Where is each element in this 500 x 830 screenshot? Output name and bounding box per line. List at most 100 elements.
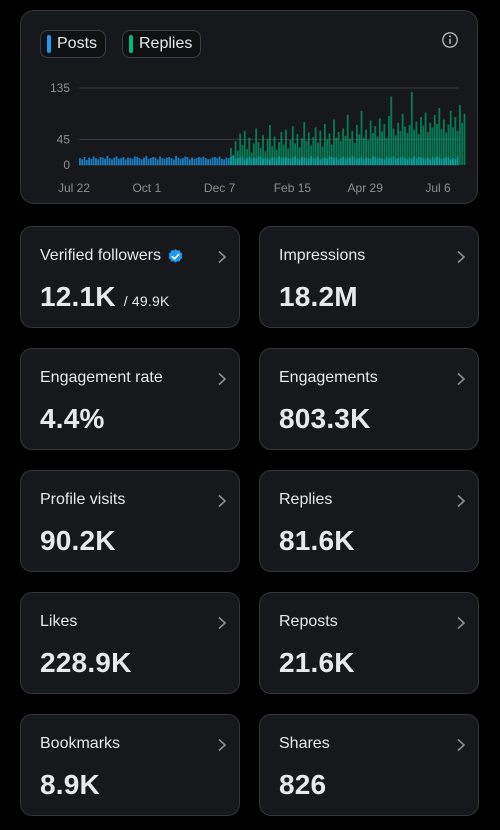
stat-card-engagement-rate[interactable]: Engagement rate 4.4% — [20, 348, 240, 450]
posts-bar — [129, 158, 132, 165]
replies-bar — [404, 126, 406, 165]
y-tick-label: 135 — [50, 81, 70, 95]
replies-bar — [255, 128, 258, 165]
posts-bar — [165, 157, 168, 165]
stat-label: Reposts — [279, 613, 338, 630]
stat-value: 803.3K — [279, 403, 371, 434]
x-tick-label: Apr 29 — [348, 181, 384, 195]
replies-bar — [337, 131, 340, 165]
stat-label: Verified followers — [40, 247, 184, 265]
replies-bar — [355, 125, 358, 165]
legend-replies-chip[interactable]: Replies — [122, 30, 202, 58]
replies-bar — [417, 134, 420, 165]
chevron-right-icon — [457, 372, 466, 386]
y-tick-label: 0 — [63, 158, 70, 172]
posts-bar — [156, 159, 159, 165]
replies-bar — [321, 146, 324, 165]
replies-bar — [262, 135, 264, 165]
replies-bar — [438, 107, 441, 165]
stat-label: Impressions — [279, 247, 366, 264]
posts-swatch — [47, 35, 51, 53]
replies-bar — [275, 149, 278, 165]
stat-value: 90.2K — [40, 525, 116, 556]
chart-card: Posts Replies 135 45 0 Jul 22 Oct 1 Dec 7 Feb … — [20, 10, 478, 204]
stat-value: 12.1K / 49.9K — [40, 281, 169, 313]
replies-bar — [303, 122, 306, 165]
posts-bar — [122, 157, 125, 165]
stat-card-verified-followers[interactable]: Verified followers 12.1K / 49.9K — [20, 226, 240, 328]
replies-bar — [422, 125, 425, 165]
replies-bar — [280, 131, 283, 165]
replies-bar — [372, 133, 374, 165]
replies-bar — [454, 117, 457, 165]
stat-label: Bookmarks — [40, 735, 121, 752]
x-tick-label: Jul 6 — [425, 181, 451, 195]
stat-value: 8.9K — [40, 769, 100, 800]
replies-bar — [312, 137, 315, 165]
replies-bar — [429, 122, 432, 165]
posts-bar — [211, 157, 214, 165]
replies-bar — [346, 114, 349, 165]
replies-bar — [344, 135, 347, 165]
replies-bar — [259, 147, 262, 165]
replies-bar — [440, 129, 443, 165]
replies-bar — [326, 139, 329, 165]
replies-bar — [463, 113, 466, 165]
stat-card-reposts[interactable]: Reposts 21.6K — [259, 592, 479, 694]
stat-card-engagements[interactable]: Engagements 803.3K — [259, 348, 479, 450]
replies-bar — [246, 149, 248, 165]
replies-bar — [351, 130, 354, 165]
posts-bar — [227, 158, 230, 165]
posts-bar — [111, 159, 113, 165]
stat-card-impressions[interactable]: Impressions 18.2M — [259, 226, 479, 328]
replies-bar — [298, 147, 301, 165]
posts-bar — [138, 158, 141, 165]
posts-bar — [136, 157, 139, 165]
replies-bar — [289, 139, 292, 165]
posts-bar — [154, 157, 157, 165]
posts-bar — [88, 157, 90, 165]
info-icon[interactable] — [441, 31, 459, 49]
replies-bar — [394, 135, 397, 165]
replies-bar — [381, 131, 383, 165]
stat-value: 4.4% — [40, 403, 105, 434]
replies-bar — [436, 123, 438, 165]
stat-card-shares[interactable]: Shares 826 — [259, 714, 479, 816]
posts-bar — [152, 157, 155, 165]
replies-bar — [388, 115, 390, 165]
posts-bar — [198, 157, 200, 165]
replies-bar — [461, 122, 464, 165]
chevron-right-icon — [218, 494, 227, 508]
chevron-right-icon — [457, 616, 466, 630]
replies-bar — [426, 131, 429, 165]
replies-bar — [397, 122, 400, 165]
posts-bar — [113, 157, 116, 165]
posts-bar — [191, 157, 193, 165]
replies-bar — [339, 141, 342, 165]
legend-posts-chip[interactable]: Posts — [40, 30, 107, 58]
posts-bar — [117, 158, 120, 165]
verified-badge-icon — [168, 248, 183, 263]
stat-card-replies[interactable]: Replies 81.6K — [259, 470, 479, 572]
posts-bar — [147, 158, 150, 165]
replies-bar — [406, 133, 409, 165]
stat-card-likes[interactable]: Likes 228.9K — [20, 592, 240, 694]
replies-bar — [365, 129, 367, 165]
replies-bar — [459, 105, 461, 165]
posts-bar — [92, 156, 95, 165]
chevron-right-icon — [218, 372, 227, 386]
replies-bar — [330, 144, 333, 165]
legend-posts-label: Posts — [57, 35, 98, 52]
replies-bar — [285, 129, 287, 165]
replies-bar — [243, 130, 246, 165]
stat-card-profile-visits[interactable]: Profile visits 90.2K — [20, 470, 240, 572]
replies-bar — [250, 152, 253, 165]
replies-bar — [328, 133, 331, 165]
posts-bar — [81, 159, 84, 165]
replies-bar — [287, 148, 290, 165]
replies-bar — [307, 132, 310, 165]
x-tick-label: Oct 1 — [132, 181, 161, 195]
stat-card-bookmarks[interactable]: Bookmarks 8.9K — [20, 714, 240, 816]
posts-bar — [120, 158, 123, 165]
activity-chart: 135 45 0 Jul 22 Oct 1 Dec 7 Feb 15 Apr 29 Jul 6 — [50, 81, 466, 195]
